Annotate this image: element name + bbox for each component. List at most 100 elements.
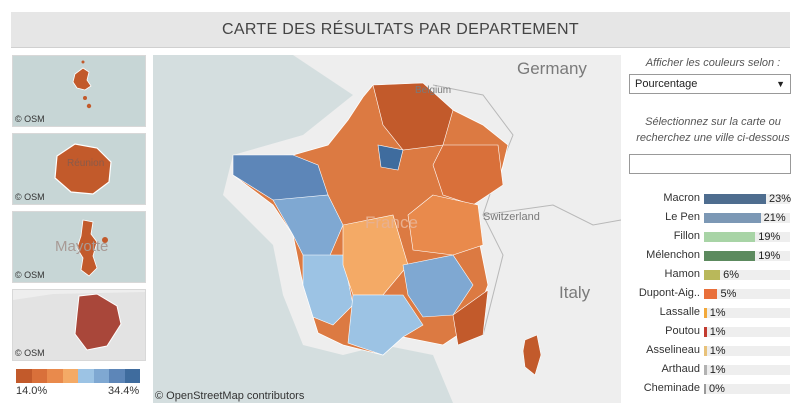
- candidate-pct: 1%: [709, 307, 726, 319]
- mayotte-label: Mayotte: [55, 238, 109, 255]
- map-canvas: [223, 55, 621, 403]
- chevron-down-icon: ▼: [776, 79, 785, 89]
- main-map[interactable]: Germany Belgium Switzerland Italy France…: [153, 55, 621, 403]
- candidate-pct: 23%: [769, 193, 792, 205]
- island-shape: [102, 237, 108, 243]
- region-paca: [452, 289, 489, 346]
- candidate-bar-track: 6%: [704, 269, 790, 281]
- color-by-dropdown[interactable]: Pourcentage ▼: [629, 74, 791, 94]
- candidate-bar-track: 1%: [704, 345, 790, 357]
- candidate-bar: [704, 346, 707, 356]
- inset-map-mayotte[interactable]: Mayotte © OSM: [12, 211, 146, 283]
- candidate-row[interactable]: Asselineau 1%: [628, 342, 798, 360]
- candidate-bar-track: 19%: [704, 231, 790, 243]
- candidate-bar-track: 1%: [704, 307, 790, 319]
- candidate-name: Asselineau: [646, 344, 700, 356]
- candidate-bar: [704, 270, 721, 280]
- candidate-name: Lassalle: [659, 306, 700, 318]
- candidate-pct: 1%: [709, 364, 726, 376]
- color-by-label: Afficher les couleurs selon :: [645, 57, 781, 69]
- candidate-bar: [704, 194, 766, 204]
- island-shape: [81, 60, 85, 64]
- legend-swatch: [47, 369, 63, 383]
- label-italy: Italy: [559, 283, 591, 302]
- guadeloupe-shape: [72, 67, 92, 91]
- candidate-name: Poutou: [665, 325, 700, 337]
- mayotte-shapes: [76, 219, 108, 277]
- candidate-bar: [704, 308, 707, 318]
- guyane-shape: [74, 293, 122, 351]
- candidate-bar-track: 19%: [704, 250, 790, 262]
- region-bourgogne: [407, 194, 484, 256]
- page-title: CARTE DES RÉSULTATS PAR DEPARTEMENT: [222, 20, 579, 38]
- candidate-name: Mélenchon: [646, 249, 700, 261]
- legend-swatch: [31, 369, 47, 383]
- label-germany: Germany: [517, 59, 587, 78]
- candidate-row[interactable]: Poutou 1%: [628, 323, 798, 341]
- search-label-line1: Sélectionnez sur la carte ou: [645, 116, 781, 128]
- search-label-line2: recherchez une ville ci-dessous: [636, 132, 790, 144]
- inset-map-antilles[interactable]: © OSM: [12, 55, 146, 127]
- candidate-name: Cheminade: [643, 382, 700, 394]
- candidate-pct: 1%: [709, 345, 726, 357]
- candidate-name: Dupont-Aig..: [638, 287, 700, 299]
- candidate-row[interactable]: Cheminade 0%: [628, 380, 798, 398]
- candidate-name: Arthaud: [661, 363, 700, 375]
- legend-swatch: [78, 369, 94, 383]
- candidate-row[interactable]: Macron 23%: [628, 190, 798, 208]
- candidate-pct: 6%: [723, 269, 740, 281]
- osm-credit: © OSM: [15, 348, 45, 358]
- reunion-label: Réunion: [67, 158, 105, 169]
- border-line: [432, 84, 514, 336]
- candidate-name: Hamon: [664, 268, 700, 280]
- candidate-pct: 5%: [720, 288, 737, 300]
- candidate-pct: 1%: [709, 326, 726, 338]
- title-bar: CARTE DES RÉSULTATS PAR DEPARTEMENT: [11, 12, 790, 48]
- candidate-row[interactable]: Fillon 19%: [628, 228, 798, 246]
- corsica-shape: [522, 334, 542, 376]
- candidate-bar-track: 1%: [704, 326, 790, 338]
- candidate-bar-track: 21%: [704, 212, 790, 224]
- candidate-bar-track: 5%: [704, 288, 790, 300]
- legend-swatch: [62, 369, 78, 383]
- candidate-pct: 0%: [709, 383, 725, 395]
- label-switzerland: Switzerland: [483, 211, 540, 223]
- legend-max-value: 34.4%: [108, 385, 140, 397]
- inset-map-guyane[interactable]: © OSM: [12, 289, 146, 361]
- reunion-shapes: [54, 143, 112, 195]
- legend-swatch: [16, 369, 32, 383]
- candidate-name: Le Pen: [665, 211, 700, 223]
- island-shape: [86, 103, 92, 109]
- candidate-pct: 19%: [758, 250, 781, 262]
- osm-credit: © OSM: [15, 270, 45, 280]
- candidate-row[interactable]: Arthaud 1%: [628, 361, 798, 379]
- osm-credit: © OSM: [15, 114, 45, 124]
- candidate-pct: 19%: [758, 231, 781, 243]
- candidate-bar: [704, 384, 706, 394]
- map-credit: © OpenStreetMap contributors: [155, 390, 305, 402]
- candidate-bar: [704, 289, 718, 299]
- candidate-bar: [704, 232, 756, 242]
- mayotte-shape: [76, 219, 98, 277]
- candidate-bar: [704, 251, 756, 261]
- border-line: [482, 204, 621, 226]
- candidate-row[interactable]: Lassalle 1%: [628, 304, 798, 322]
- legend-swatch: [93, 369, 109, 383]
- candidate-row[interactable]: Dupont-Aig.. 5%: [628, 285, 798, 303]
- guyane-shapes: [13, 292, 145, 360]
- city-search-input[interactable]: [629, 154, 791, 174]
- candidate-bar-track: 1%: [704, 364, 790, 376]
- candidate-bar: [704, 213, 761, 223]
- candidate-row[interactable]: Le Pen 21%: [628, 209, 798, 227]
- osm-credit: © OSM: [15, 192, 45, 202]
- color-legend: [16, 369, 140, 383]
- antilles-shapes: [72, 60, 92, 109]
- region-occitanie: [347, 294, 424, 356]
- candidate-row[interactable]: Mélenchon 19%: [628, 247, 798, 265]
- candidate-name: Fillon: [673, 230, 700, 242]
- reunion-shape: [54, 143, 112, 195]
- region-paris: [377, 144, 404, 171]
- candidate-row[interactable]: Hamon 6%: [628, 266, 798, 284]
- inset-map-reunion[interactable]: Réunion © OSM: [12, 133, 146, 205]
- dropdown-value: Pourcentage: [635, 78, 698, 90]
